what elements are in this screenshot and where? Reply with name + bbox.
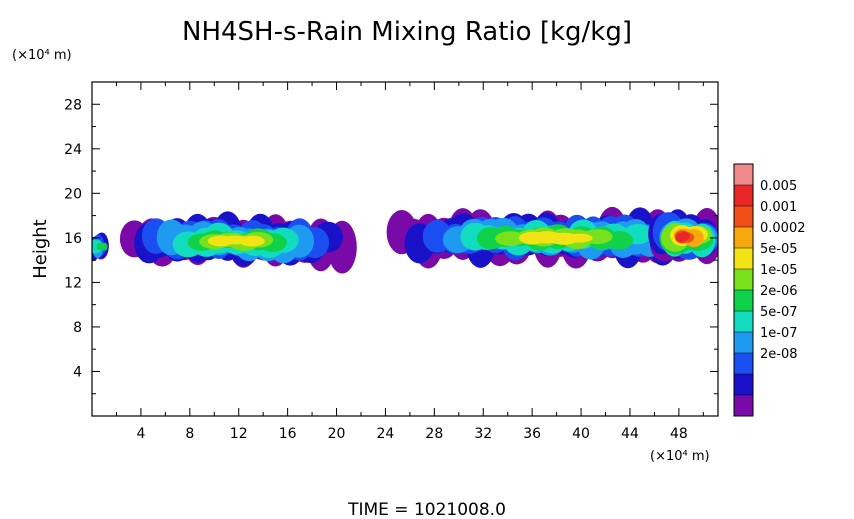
colorbar-swatch [734, 290, 753, 311]
heatmap-region [119, 211, 357, 274]
heatmap-region [92, 232, 109, 262]
x-tick-label: 40 [572, 426, 590, 442]
y-tick-label: 4 [73, 364, 82, 380]
x-tick-label: 16 [279, 426, 297, 442]
colorbar-swatch [734, 353, 753, 374]
colorbar-swatch [734, 185, 753, 206]
y-axis-label: Height [30, 219, 51, 279]
heatmap-cell [564, 233, 593, 243]
x-tick-label: 44 [621, 426, 639, 442]
colorbar-label: 1e-07 [760, 326, 798, 341]
chart-title: NH4SH-s-Rain Mixing Ratio [kg/kg] [182, 17, 632, 47]
colorbar-swatch [734, 332, 753, 353]
x-tick-label: 48 [670, 426, 688, 442]
x-tick-label: 36 [523, 426, 541, 442]
colorbar-label: 1e-05 [760, 263, 798, 278]
colorbar-swatch [734, 206, 753, 227]
colorbar-swatch [734, 248, 753, 269]
plot-frame [91, 81, 719, 417]
colorbar-label: 5e-05 [760, 242, 798, 257]
colorbar-swatch [734, 374, 753, 395]
colorbar-label: 0.005 [760, 179, 797, 194]
colorbar-swatch [734, 395, 753, 416]
heatmap-region [386, 206, 718, 269]
x-tick-label: 28 [425, 426, 443, 442]
colorbar-swatch [734, 269, 753, 290]
y-tick-label: 16 [64, 231, 82, 247]
axis-ticks [92, 82, 718, 416]
y-axis-unit: (×10⁴ m) [12, 48, 72, 63]
colorbar-swatch [734, 311, 753, 332]
heatmap-cell [238, 235, 265, 247]
colorbar-label: 2e-06 [760, 284, 798, 299]
colorbar-label: 0.001 [760, 200, 797, 215]
x-tick-labels: 4 8 12 16 20 24 28 32 36 40 44 48 [136, 426, 687, 442]
colorbar-label: 2e-08 [760, 347, 798, 362]
heatmap-field [92, 206, 718, 274]
x-tick-label: 32 [474, 426, 492, 442]
heatmap-cell [100, 242, 108, 251]
x-tick-label: 8 [185, 426, 194, 442]
x-tick-label: 12 [230, 426, 248, 442]
heatmap-cell [678, 231, 690, 241]
colorbar-label: 5e-07 [760, 305, 798, 320]
y-tick-label: 28 [64, 97, 82, 113]
colorbar-swatch [734, 227, 753, 248]
colorbar: 0.005 0.001 0.0002 5e-05 1e-05 2e-06 5e-07 1e-0… [733, 163, 806, 417]
colorbar-label: 0.0002 [760, 221, 806, 236]
y-tick-label: 8 [73, 320, 82, 336]
x-tick-label: 24 [377, 426, 395, 442]
y-tick-label: 24 [64, 142, 82, 158]
y-tick-label: 12 [64, 275, 82, 291]
heatmap-region [648, 209, 718, 262]
x-tick-label: 4 [136, 426, 145, 442]
x-axis-unit: (×10⁴ m) [650, 449, 710, 464]
x-tick-label: 20 [328, 426, 346, 442]
y-tick-labels: 4 8 12 16 20 24 28 [64, 97, 82, 380]
colorbar-swatch [734, 164, 753, 185]
time-label: TIME = 1021008.0 [347, 500, 506, 519]
y-tick-label: 20 [64, 186, 82, 202]
